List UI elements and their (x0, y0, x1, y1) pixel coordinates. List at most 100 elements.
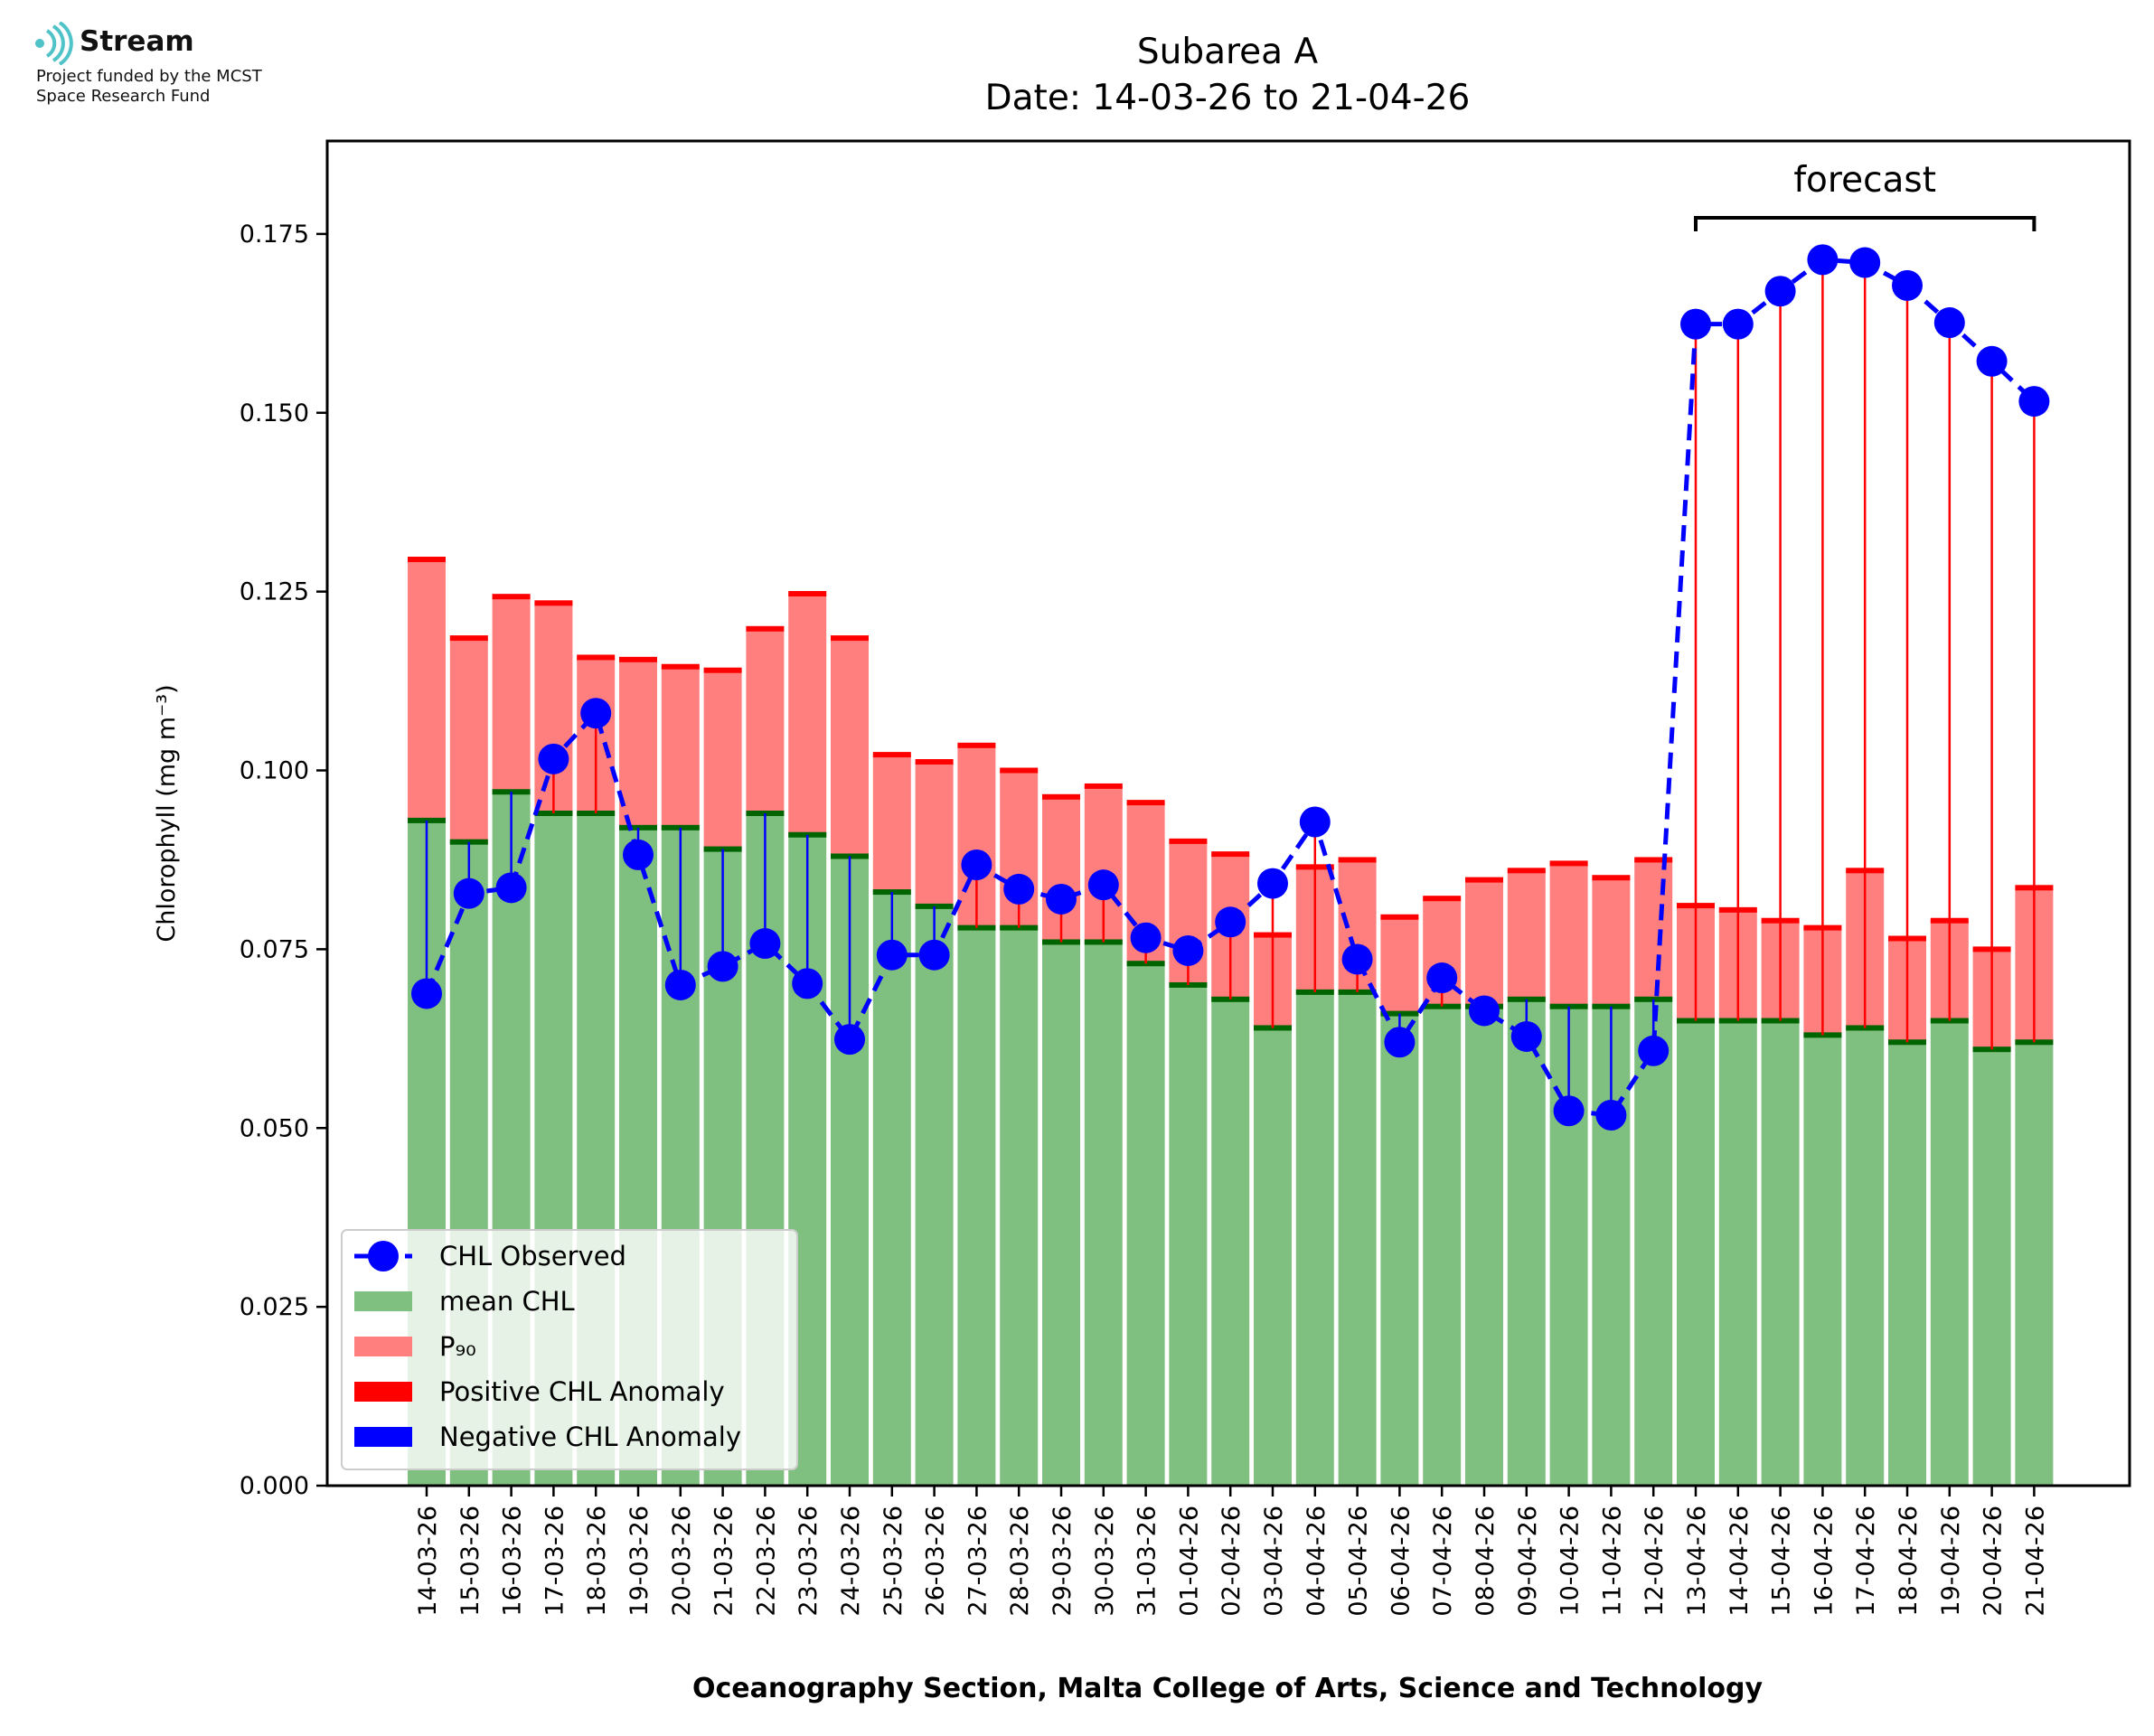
x-tick-label: 21-04-26 (2021, 1506, 2049, 1617)
p90-bar (492, 596, 531, 793)
observed-point (1933, 307, 1965, 339)
x-tick-label: 16-03-26 (499, 1506, 527, 1617)
x-tick-label: 14-03-26 (414, 1506, 442, 1617)
y-tick-label: 0.050 (240, 1114, 309, 1142)
x-tick-label: 18-03-26 (583, 1506, 611, 1617)
p90-cap (1380, 914, 1419, 920)
y-tick-label: 0.100 (240, 757, 309, 785)
p90-cap (788, 591, 827, 597)
legend-label-observed: CHL Observed (439, 1241, 626, 1272)
observed-point (834, 1024, 865, 1056)
x-tick-label: 28-03-26 (1006, 1506, 1034, 1617)
x-tick-label: 20-04-26 (1980, 1506, 2008, 1617)
observed-point (1764, 276, 1796, 307)
x-tick-label: 25-03-26 (879, 1506, 908, 1617)
observed-point (1257, 868, 1288, 899)
x-tick-label: 11-04-26 (1598, 1506, 1626, 1617)
p90-cap (619, 656, 657, 662)
observed-point (1680, 308, 1711, 340)
observed-point (453, 877, 484, 909)
legend-swatch-negative (354, 1427, 412, 1447)
observed-point (1046, 883, 1077, 915)
observed-point (1976, 345, 2008, 377)
mean-bar (872, 892, 911, 1486)
x-tick-label: 15-03-26 (456, 1506, 484, 1617)
x-tick-label: 04-04-26 (1303, 1506, 1331, 1617)
mean-bar (915, 906, 954, 1486)
x-tick-label: 20-03-26 (668, 1506, 696, 1617)
y-tick-label: 0.125 (240, 578, 309, 606)
mean-bar (1718, 1020, 1757, 1486)
mean-bar (957, 927, 996, 1486)
mean-bar (1084, 942, 1123, 1486)
observed-point (1469, 995, 1500, 1027)
x-tick-label: 02-04-26 (1218, 1506, 1246, 1617)
mean-bar (1380, 1013, 1419, 1486)
x-tick-label: 14-04-26 (1726, 1506, 1754, 1617)
forecast-bracket (1694, 216, 2036, 231)
stream-logo-icon (35, 22, 73, 65)
observed-point (1595, 1100, 1627, 1131)
x-tick-label: 09-04-26 (1514, 1506, 1542, 1617)
mean-bar (1846, 1028, 1885, 1486)
p90-bar (1549, 863, 1588, 1007)
observed-point (1892, 269, 1923, 301)
mean-bar (1126, 963, 1165, 1486)
observed-point (1299, 806, 1331, 838)
mean-bar (1423, 1006, 1462, 1486)
p90-cap (831, 635, 869, 642)
p90-cap (703, 667, 742, 673)
x-tick-label: 18-04-26 (1895, 1506, 1923, 1617)
y-tick-label: 0.075 (240, 935, 309, 963)
x-tick-label: 03-04-26 (1260, 1506, 1288, 1617)
p90-cap (1423, 896, 1462, 902)
x-tick-label: 19-04-26 (1937, 1506, 1965, 1617)
p90-cap (577, 654, 616, 661)
observed-point (538, 743, 569, 774)
y-tick-label: 0.025 (240, 1293, 309, 1321)
observed-point (1003, 873, 1035, 905)
observed-point (2018, 386, 2050, 418)
p90-bar (915, 762, 954, 906)
y-axis-label: Chlorophyll (mg m⁻³) (153, 684, 181, 942)
mean-bar (1634, 999, 1673, 1486)
observed-point (1130, 922, 1162, 953)
mean-bar (1295, 991, 1334, 1486)
observed-point (1849, 247, 1881, 278)
p90-cap (1592, 875, 1631, 881)
observed-point (1384, 1027, 1416, 1058)
p90-cap (408, 557, 446, 563)
legend-label-negative: Negative CHL Anomaly (439, 1422, 741, 1452)
x-tick-label: 17-04-26 (1852, 1506, 1880, 1617)
legend-label-positive: Positive CHL Anomaly (439, 1376, 725, 1407)
p90-cap (661, 663, 700, 670)
mean-bar (1169, 984, 1208, 1486)
observed-point (1722, 308, 1754, 340)
observed-point (749, 928, 781, 960)
chart-title: Subarea A (1137, 32, 1319, 72)
x-tick-label: 01-04-26 (1175, 1506, 1203, 1617)
x-tick-label: 26-03-26 (922, 1506, 950, 1617)
x-tick-label: 06-04-26 (1387, 1506, 1415, 1617)
observed-point (707, 951, 738, 982)
forecast-label: forecast (1793, 160, 1936, 201)
y-tick-label: 0.000 (240, 1472, 309, 1500)
observed-point (876, 939, 908, 971)
mean-bar (1677, 1020, 1715, 1486)
x-tick-label: 12-04-26 (1641, 1506, 1669, 1617)
x-tick-label: 16-04-26 (1810, 1506, 1838, 1617)
legend-swatch-positive (354, 1382, 412, 1402)
p90-bar (1380, 916, 1419, 1014)
stream-logo: Stream Project funded by the MCST Space … (33, 22, 340, 112)
p90-cap (534, 600, 573, 606)
x-tick-label: 30-03-26 (1091, 1506, 1119, 1617)
logo-name: Stream (80, 25, 194, 58)
legend-label-mean: mean CHL (439, 1286, 575, 1317)
observed-point (1553, 1095, 1585, 1127)
p90-cap (746, 625, 785, 632)
x-tick-label: 08-04-26 (1472, 1506, 1500, 1617)
observed-point (1172, 934, 1204, 966)
mean-bar (1761, 1020, 1800, 1486)
p90-cap (1465, 877, 1503, 883)
p90-cap (449, 635, 488, 642)
